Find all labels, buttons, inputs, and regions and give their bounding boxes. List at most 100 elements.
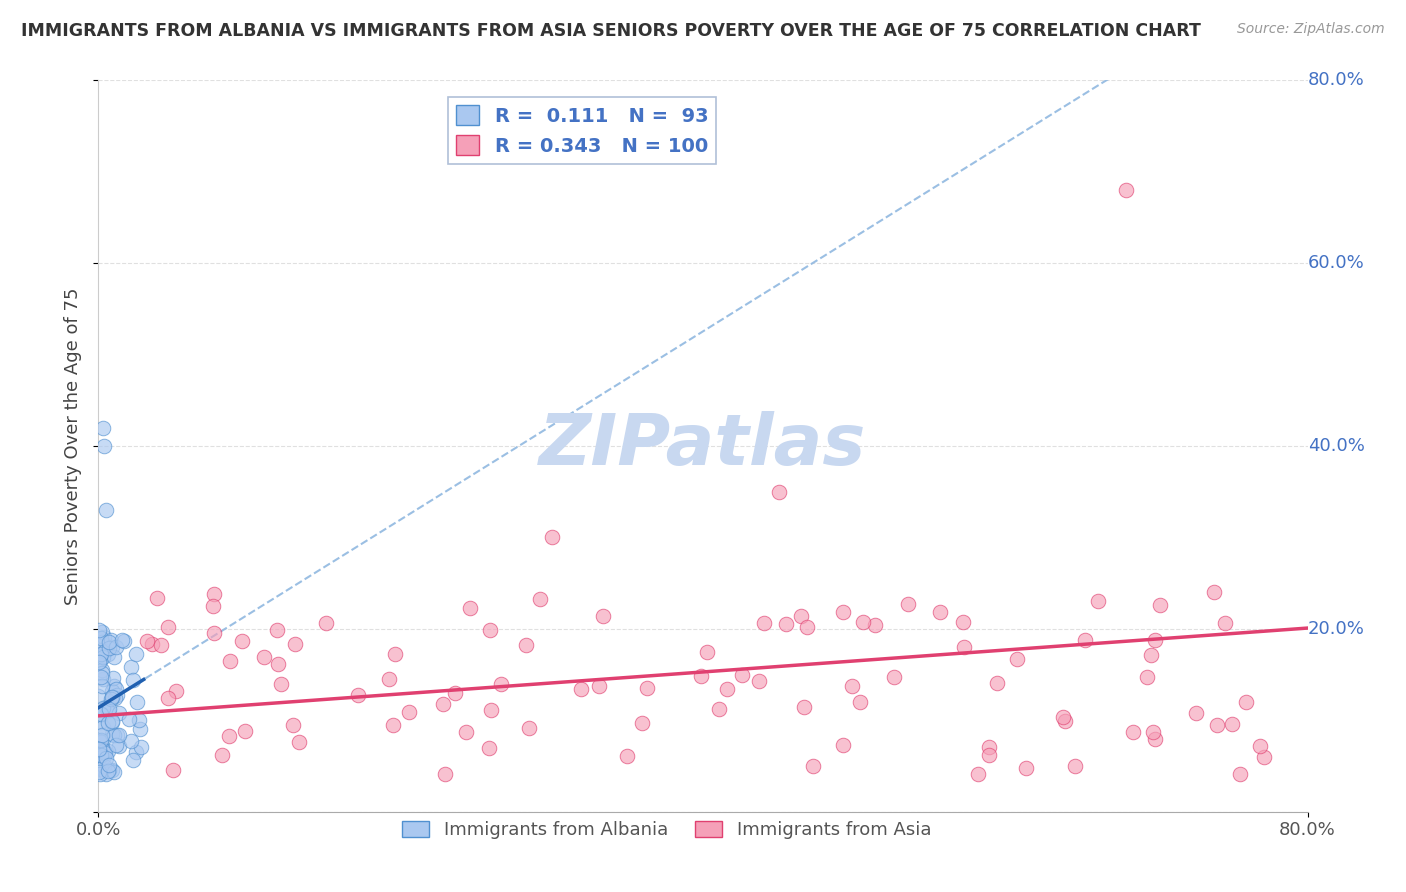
Point <box>202 626 225 640</box>
Point <box>91 635 114 649</box>
Point <box>1064 758 1087 772</box>
Point <box>489 677 512 691</box>
Point <box>478 741 501 756</box>
Point <box>122 752 145 766</box>
Point <box>852 615 875 629</box>
Point <box>93 759 115 773</box>
Point <box>94 503 117 517</box>
Point <box>515 638 537 652</box>
Point <box>218 730 240 744</box>
Point <box>883 669 905 683</box>
Point <box>100 632 122 647</box>
Point <box>91 720 114 734</box>
Point <box>458 601 481 615</box>
Point <box>125 745 148 759</box>
Point <box>1213 615 1236 630</box>
Point <box>103 690 125 705</box>
Point <box>93 631 115 645</box>
Text: Source: ZipAtlas.com: Source: ZipAtlas.com <box>1237 22 1385 37</box>
Point <box>1073 632 1095 647</box>
Point <box>97 702 120 716</box>
Point <box>616 749 638 764</box>
Point <box>219 654 242 668</box>
Point <box>346 688 368 702</box>
Point <box>87 760 110 774</box>
Point <box>1185 706 1208 720</box>
Point <box>1144 732 1167 747</box>
Point <box>831 738 853 752</box>
Point <box>986 675 1008 690</box>
Point <box>89 651 111 665</box>
Point <box>165 684 187 698</box>
Point <box>90 666 112 681</box>
Point <box>211 747 233 762</box>
Point <box>768 484 790 499</box>
Point <box>150 638 173 652</box>
Point <box>87 689 110 703</box>
Point <box>103 650 125 665</box>
Point <box>1005 651 1028 665</box>
Point <box>433 766 456 780</box>
Point <box>1249 739 1271 753</box>
Point <box>748 674 770 689</box>
Point <box>125 695 148 709</box>
Point <box>775 616 797 631</box>
Point <box>1253 750 1275 764</box>
Point <box>90 647 112 661</box>
Point <box>637 681 659 695</box>
Point <box>131 739 153 754</box>
Point <box>288 735 311 749</box>
Point <box>97 743 120 757</box>
Point <box>104 691 127 706</box>
Point <box>90 625 112 640</box>
Point <box>121 660 143 674</box>
Point <box>267 657 290 671</box>
Point <box>96 750 118 764</box>
Point <box>89 655 111 669</box>
Point <box>432 697 454 711</box>
Point <box>90 642 112 657</box>
Point <box>101 763 124 777</box>
Point <box>89 715 111 730</box>
Point <box>790 608 813 623</box>
Point <box>233 723 256 738</box>
Point <box>690 669 713 683</box>
Point <box>1122 725 1144 739</box>
Point <box>529 591 551 606</box>
Point <box>91 672 114 686</box>
Point <box>1142 724 1164 739</box>
Point <box>156 620 179 634</box>
Point <box>94 644 117 658</box>
Point <box>103 764 125 779</box>
Point <box>105 728 128 742</box>
Point <box>97 764 120 778</box>
Point <box>456 724 478 739</box>
Point <box>108 739 131 754</box>
Point <box>100 692 122 706</box>
Point <box>94 767 117 781</box>
Point <box>105 738 128 752</box>
Point <box>128 713 150 727</box>
Point <box>89 741 111 756</box>
Point <box>1149 599 1171 613</box>
Point <box>519 721 541 735</box>
Point <box>832 605 855 619</box>
Point <box>979 739 1001 754</box>
Point <box>122 673 145 687</box>
Point <box>90 670 112 684</box>
Point <box>201 599 224 613</box>
Point <box>90 728 112 742</box>
Point <box>91 706 114 721</box>
Point <box>382 718 405 732</box>
Point <box>100 714 122 728</box>
Point <box>444 686 467 700</box>
Point <box>540 530 562 544</box>
Point <box>1087 594 1109 608</box>
Point <box>136 633 159 648</box>
Point <box>156 690 179 705</box>
Point <box>1140 648 1163 662</box>
Point <box>89 766 111 780</box>
Point <box>145 591 167 605</box>
Point <box>97 647 120 661</box>
Point <box>592 609 614 624</box>
